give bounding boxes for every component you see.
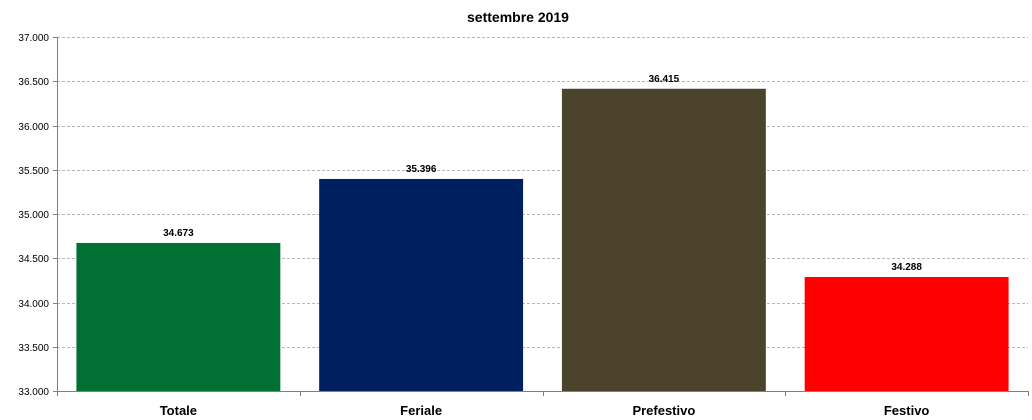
x-tick-label-totale: Totale xyxy=(160,403,197,418)
bar-prefestivo xyxy=(561,88,766,392)
x-tick-label-feriale: Feriale xyxy=(400,403,442,418)
chart-title: settembre 2019 xyxy=(467,9,569,25)
y-tick-label: 34.000 xyxy=(18,299,49,310)
y-tick-label: 33.500 xyxy=(18,343,49,354)
bars xyxy=(76,88,1009,392)
x-tick-label-festivo: Festivo xyxy=(884,403,930,418)
bar-totale xyxy=(76,242,281,391)
y-axis-ticks: 33.000 33.500 34.000 34.500 35.000 35.500 36.0… xyxy=(18,33,57,398)
y-tick-label: 37.000 xyxy=(18,33,49,44)
y-tick-label: 35.500 xyxy=(18,166,49,177)
data-label-totale: 34.673 xyxy=(163,228,194,239)
y-tick-label: 35.000 xyxy=(18,210,49,221)
data-label-prefestivo: 36.415 xyxy=(649,74,680,85)
x-tick-label-prefestivo: Prefestivo xyxy=(632,403,695,418)
y-tick-label: 36.000 xyxy=(18,122,49,133)
data-labels: 34.673 35.396 36.415 34.288 xyxy=(163,74,922,273)
bar-festivo xyxy=(804,277,1009,391)
data-label-festivo: 34.288 xyxy=(891,262,922,273)
y-tick-label: 36.500 xyxy=(18,77,49,88)
x-axis-labels: Totale Feriale Prefestivo Festivo xyxy=(160,403,930,418)
y-tick-label: 33.000 xyxy=(18,387,49,398)
data-label-feriale: 35.396 xyxy=(406,164,437,175)
axes xyxy=(57,37,1029,396)
y-tick-label: 34.500 xyxy=(18,254,49,265)
bar-feriale xyxy=(319,178,524,391)
